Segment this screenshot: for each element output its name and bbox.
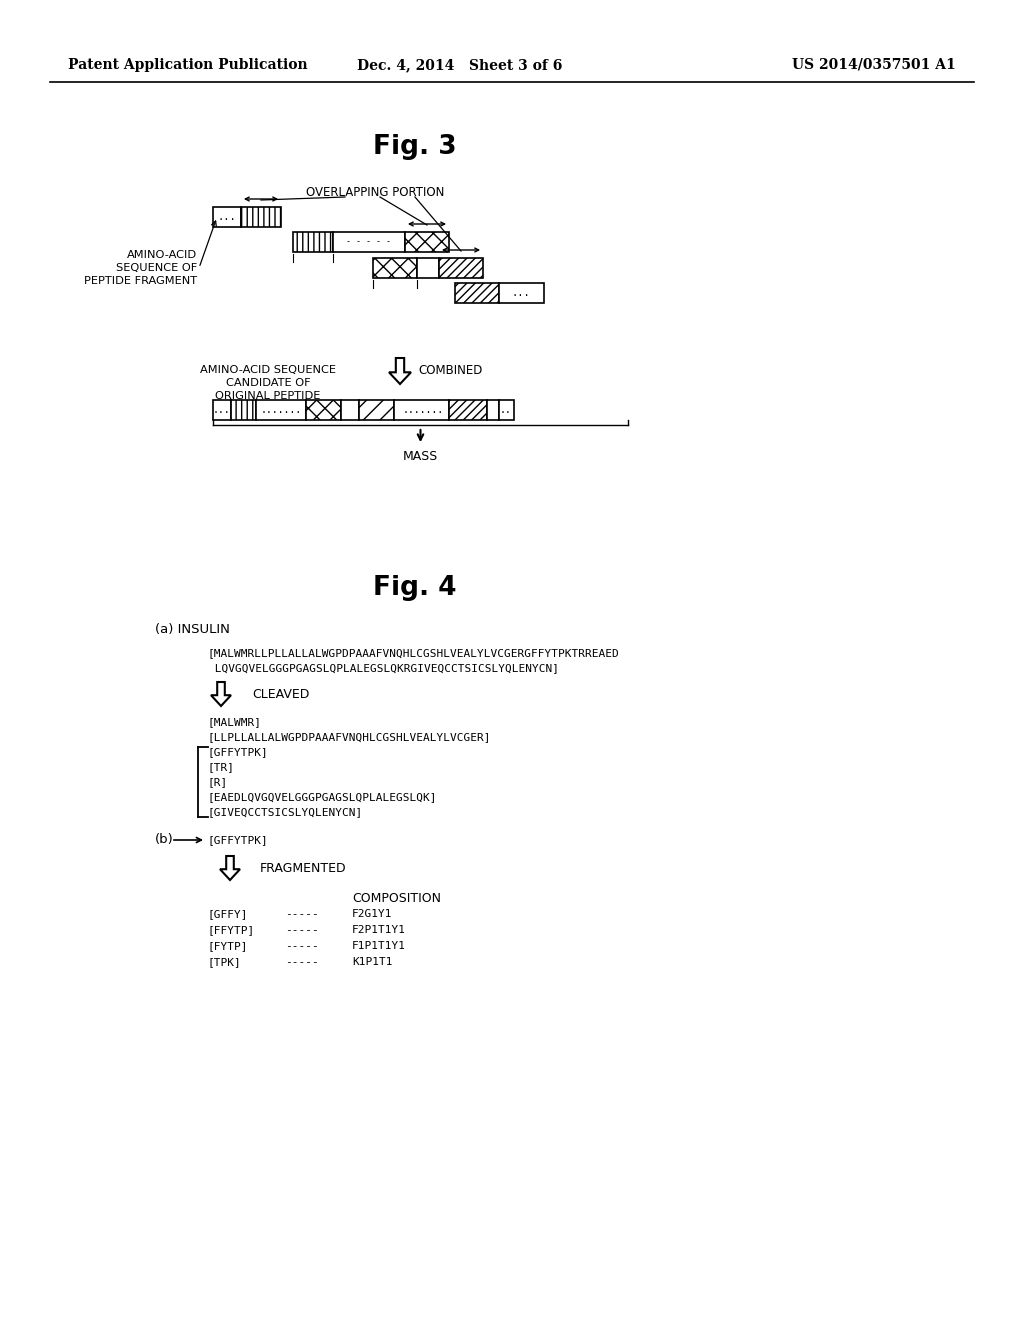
- Bar: [293, 232, 333, 252]
- Text: PEPTIDE FRAGMENT: PEPTIDE FRAGMENT: [84, 276, 197, 286]
- Text: .......: .......: [260, 405, 301, 414]
- Bar: [499, 282, 544, 304]
- Bar: [359, 400, 394, 420]
- Text: ORIGINAL PEPTIDE: ORIGINAL PEPTIDE: [215, 391, 321, 401]
- Text: [FFYTP]: [FFYTP]: [208, 925, 255, 935]
- Text: -----: -----: [285, 925, 318, 935]
- Bar: [231, 400, 256, 420]
- Text: -----: -----: [285, 941, 318, 950]
- Text: [MALWMRLLPLLALLALWGPDPAAAFVNQHLCGSHLVEALYLVCGERGFFYTPKTRREAED: [MALWMRLLPLLALLALWGPDPAAAFVNQHLCGSHLVEAL…: [208, 648, 620, 657]
- Text: -----: -----: [285, 957, 318, 968]
- Text: [TR]: [TR]: [208, 762, 234, 772]
- Text: [LLPLLALLALWGPDPAAAFVNQHLCGSHLVEALYLVCGER]: [LLPLLALLALWGPDPAAAFVNQHLCGSHLVEALYLVCGE…: [208, 733, 492, 742]
- Text: - - - - -: - - - - -: [346, 238, 391, 247]
- Bar: [213, 207, 241, 227]
- Text: F1P1T1Y1: F1P1T1Y1: [352, 941, 406, 950]
- Text: MASS: MASS: [402, 450, 438, 463]
- Polygon shape: [211, 682, 231, 706]
- Text: LQVGQVELGGGPGAGSLQPLALEGSLQKRGIVEQCCTSICSLYQLENYCN]: LQVGQVELGGGPGAGSLQPLALEGSLQKRGIVEQCCTSIC…: [208, 663, 559, 673]
- Text: FRAGMENTED: FRAGMENTED: [260, 862, 347, 874]
- Text: F2P1T1Y1: F2P1T1Y1: [352, 925, 406, 935]
- Text: [FYTP]: [FYTP]: [208, 941, 249, 950]
- Text: Fig. 4: Fig. 4: [374, 576, 457, 601]
- Text: [TPK]: [TPK]: [208, 957, 242, 968]
- Text: (b): (b): [155, 833, 174, 846]
- Bar: [333, 232, 406, 252]
- Text: CANDIDATE OF: CANDIDATE OF: [225, 378, 310, 388]
- Polygon shape: [389, 358, 411, 384]
- Text: ...: ...: [218, 213, 237, 222]
- Bar: [394, 400, 449, 420]
- Text: SEQUENCE OF: SEQUENCE OF: [116, 263, 197, 273]
- Text: COMPOSITION: COMPOSITION: [352, 891, 441, 904]
- Bar: [213, 400, 231, 420]
- Bar: [499, 400, 514, 420]
- Text: COMBINED: COMBINED: [418, 364, 482, 378]
- Text: US 2014/0357501 A1: US 2014/0357501 A1: [793, 58, 956, 73]
- Text: [GFFYTPK]: [GFFYTPK]: [208, 836, 268, 845]
- Text: ...: ...: [512, 288, 530, 298]
- Text: CLEAVED: CLEAVED: [252, 688, 309, 701]
- Text: AMINO-ACID: AMINO-ACID: [127, 249, 197, 260]
- Text: Fig. 3: Fig. 3: [373, 135, 457, 160]
- Polygon shape: [220, 855, 240, 880]
- Text: [GFFYTPK]: [GFFYTPK]: [208, 747, 268, 756]
- Bar: [373, 257, 417, 279]
- Text: AMINO-ACID SEQUENCE: AMINO-ACID SEQUENCE: [200, 366, 336, 375]
- Text: [R]: [R]: [208, 777, 228, 787]
- Bar: [256, 400, 306, 420]
- Text: .......: .......: [402, 405, 443, 414]
- Bar: [241, 207, 281, 227]
- Text: [GIVEQCCTSICSLYQLENYCN]: [GIVEQCCTSICSLYQLENYCN]: [208, 807, 364, 817]
- Bar: [341, 400, 359, 420]
- Bar: [306, 400, 341, 420]
- Text: (a) INSULIN: (a) INSULIN: [155, 623, 229, 636]
- Text: ..: ..: [500, 405, 512, 414]
- Bar: [455, 282, 499, 304]
- Text: [EAEDLQVGQVELGGGPGAGSLQPLALEGSLQK]: [EAEDLQVGQVELGGGPGAGSLQPLALEGSLQK]: [208, 792, 437, 803]
- Text: [GFFY]: [GFFY]: [208, 909, 249, 919]
- Bar: [417, 257, 439, 279]
- Text: OVERLAPPING PORTION: OVERLAPPING PORTION: [306, 186, 444, 198]
- Text: Patent Application Publication: Patent Application Publication: [68, 58, 307, 73]
- Text: F2G1Y1: F2G1Y1: [352, 909, 392, 919]
- Text: K1P1T1: K1P1T1: [352, 957, 392, 968]
- Text: -----: -----: [285, 909, 318, 919]
- Bar: [406, 232, 449, 252]
- Bar: [449, 400, 487, 420]
- Bar: [487, 400, 499, 420]
- Text: ...: ...: [212, 405, 229, 414]
- Bar: [439, 257, 483, 279]
- Text: Dec. 4, 2014   Sheet 3 of 6: Dec. 4, 2014 Sheet 3 of 6: [357, 58, 562, 73]
- Text: [MALWMR]: [MALWMR]: [208, 717, 262, 727]
